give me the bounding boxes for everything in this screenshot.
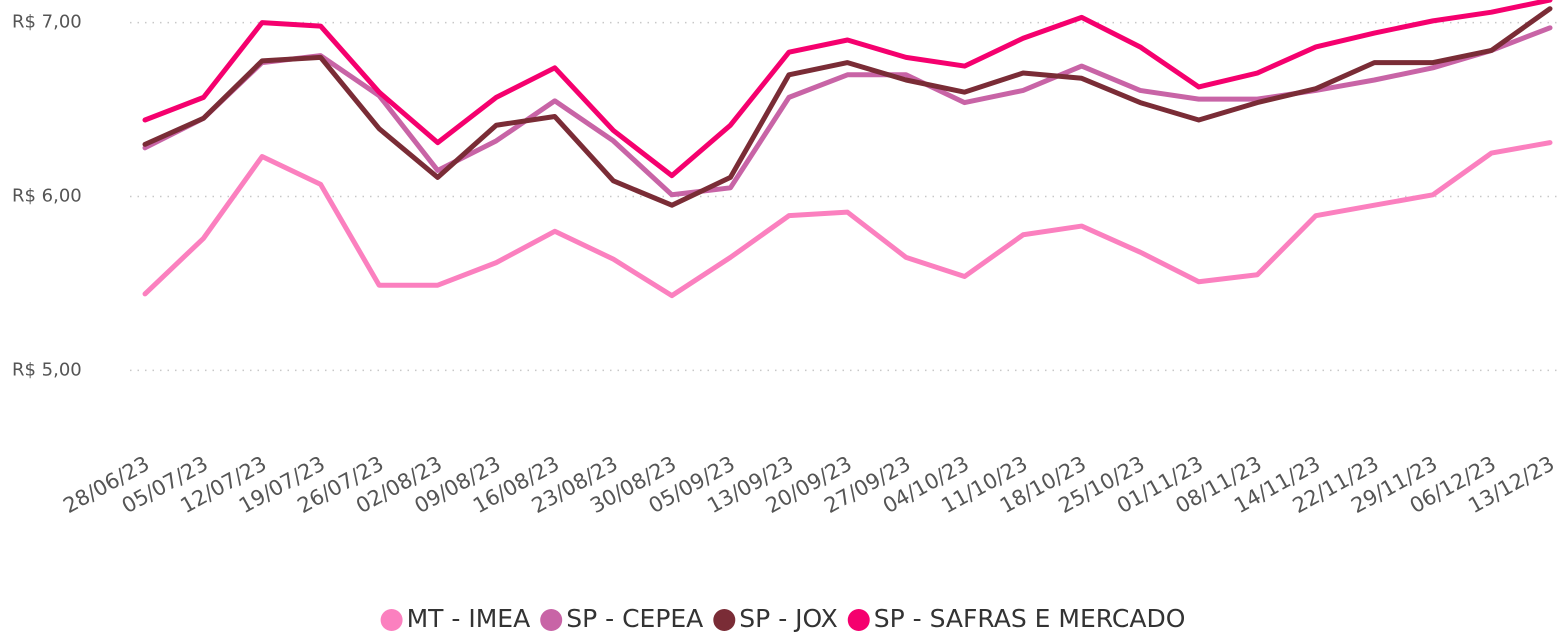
series-line <box>142 25 1553 198</box>
legend-marker <box>847 609 870 631</box>
legend-label: SP - SAFRAS E MERCADO <box>874 604 1186 633</box>
series-line <box>142 0 1553 179</box>
y-tick-label: R$ 5,00 <box>12 359 82 380</box>
legend-label: MT - IMEA <box>407 604 531 633</box>
legend-label: SP - CEPEA <box>566 604 703 633</box>
legend-label: SP - JOX <box>739 604 837 633</box>
y-tick-label: R$ 7,00 <box>12 12 82 33</box>
legend: MT - IMEA SP - CEPEA SP - JOX SP - SAFRAS E… <box>380 604 1186 633</box>
legend-marker <box>713 609 736 631</box>
legend-marker <box>540 609 563 631</box>
legend-marker <box>380 609 403 631</box>
series-line <box>142 140 1553 299</box>
y-tick-label: R$ 6,00 <box>12 186 82 207</box>
series-line <box>142 6 1553 208</box>
